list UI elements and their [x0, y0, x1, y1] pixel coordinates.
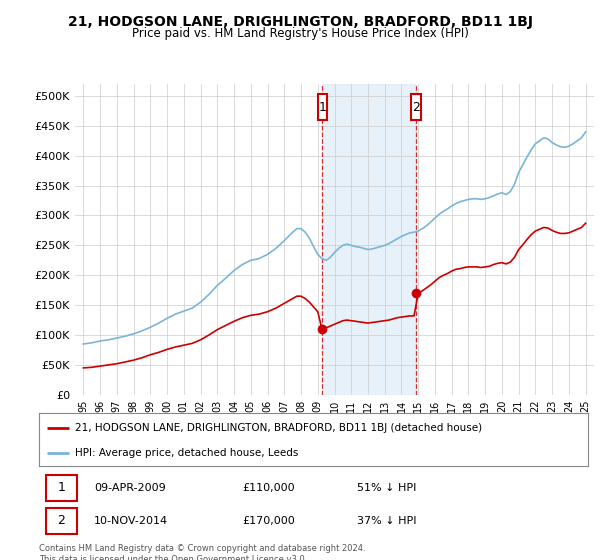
Text: 2: 2	[58, 514, 65, 528]
Text: £170,000: £170,000	[242, 516, 295, 526]
Text: 21, HODGSON LANE, DRIGHLINGTON, BRADFORD, BD11 1BJ (detached house): 21, HODGSON LANE, DRIGHLINGTON, BRADFORD…	[74, 423, 482, 433]
Text: 10-NOV-2014: 10-NOV-2014	[94, 516, 168, 526]
Text: 09-APR-2009: 09-APR-2009	[94, 483, 166, 493]
Bar	[322, 84, 416, 395]
Text: Price paid vs. HM Land Registry's House Price Index (HPI): Price paid vs. HM Land Registry's House …	[131, 27, 469, 40]
Text: Contains HM Land Registry data © Crown copyright and database right 2024.
This d: Contains HM Land Registry data © Crown c…	[39, 544, 365, 560]
Text: HPI: Average price, detached house, Leeds: HPI: Average price, detached house, Leed…	[74, 448, 298, 458]
Text: 1: 1	[319, 101, 326, 114]
FancyBboxPatch shape	[46, 507, 77, 534]
Text: 51% ↓ HPI: 51% ↓ HPI	[358, 483, 417, 493]
FancyBboxPatch shape	[412, 94, 421, 120]
Text: 1: 1	[58, 482, 65, 494]
Text: £110,000: £110,000	[242, 483, 295, 493]
Text: 2: 2	[412, 101, 420, 114]
Text: 21, HODGSON LANE, DRIGHLINGTON, BRADFORD, BD11 1BJ: 21, HODGSON LANE, DRIGHLINGTON, BRADFORD…	[67, 15, 533, 29]
FancyBboxPatch shape	[46, 475, 77, 501]
Text: 37% ↓ HPI: 37% ↓ HPI	[358, 516, 417, 526]
FancyBboxPatch shape	[317, 94, 327, 120]
